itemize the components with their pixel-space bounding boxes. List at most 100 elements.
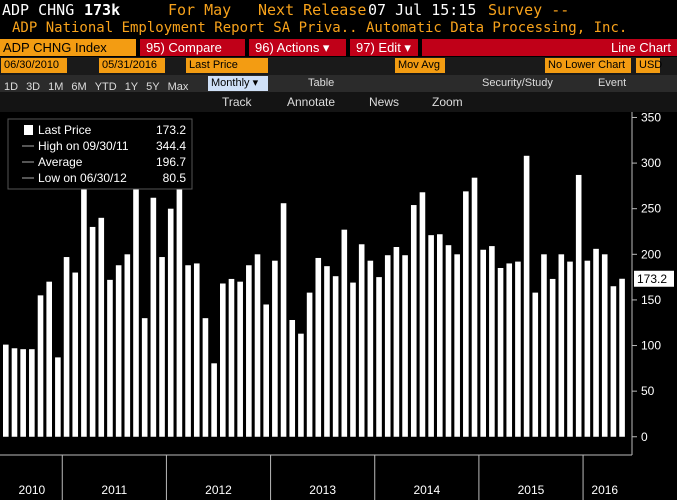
bar — [246, 265, 252, 437]
bar — [367, 260, 374, 437]
bar — [176, 172, 183, 437]
bar — [445, 245, 452, 437]
range-button[interactable]: YTD — [94, 81, 117, 93]
legend-value: 344.4 — [156, 139, 186, 153]
security-field[interactable]: ADP CHNG Index — [0, 39, 136, 56]
bar — [358, 244, 365, 437]
bar — [584, 260, 591, 437]
chart-type-button[interactable]: Line Chart — [422, 39, 677, 56]
bar — [228, 278, 235, 437]
range-button[interactable]: 1D — [4, 81, 19, 93]
security-study-button[interactable]: Security/Study — [482, 77, 553, 89]
bar — [619, 278, 625, 437]
track-button[interactable]: Track — [222, 95, 252, 109]
toolbar-3: 1D 3D 1M 6M YTD 1Y 5Y Max Monthly ▾ Table Secur… — [0, 75, 677, 93]
bar — [419, 192, 426, 437]
range-button[interactable]: 1Y — [124, 81, 139, 93]
bar — [384, 255, 391, 437]
y-tick-label: 0 — [641, 430, 648, 444]
bar — [506, 263, 513, 437]
x-tick-label: 2013 — [309, 483, 336, 497]
description: ADP National Employment Report SA Priva.… — [12, 20, 628, 36]
y-tick-label: 100 — [641, 339, 661, 353]
bar — [150, 197, 157, 437]
legend-box — [7, 118, 193, 190]
lower-chart-select[interactable]: No Lower Chart — [545, 58, 631, 73]
period-select[interactable]: Monthly ▾ — [208, 76, 268, 91]
bar — [193, 263, 200, 437]
bar — [567, 261, 573, 437]
range-button[interactable]: 6M — [71, 81, 87, 93]
y-tick-label: 150 — [641, 293, 661, 307]
bar — [11, 348, 18, 437]
bar — [298, 333, 304, 437]
bar — [410, 205, 417, 437]
for-label: For May — [168, 1, 232, 19]
edit-button[interactable]: 97) Edit ▾ — [350, 39, 418, 56]
range-button[interactable]: Max — [167, 81, 189, 93]
description-bar: ADP National Employment Report SA Priva.… — [0, 19, 677, 38]
bar — [98, 217, 105, 437]
bar — [133, 122, 139, 437]
legend-label: High on 09/30/11 — [38, 139, 129, 153]
bar — [141, 318, 148, 437]
bar — [202, 318, 209, 437]
bar — [463, 191, 469, 437]
y-tick-label: 300 — [641, 156, 661, 170]
y-tick-label: 250 — [641, 202, 661, 216]
news-button[interactable]: News — [369, 95, 400, 109]
bar — [515, 261, 521, 437]
actions-button[interactable]: 96) Actions ▾ — [249, 39, 346, 56]
table-button[interactable]: Table — [308, 77, 335, 89]
release-time: 07 Jul 15:15 — [368, 1, 477, 19]
bar — [402, 255, 408, 437]
bar — [315, 257, 322, 437]
ticker-value: 173k — [84, 1, 121, 19]
bar — [220, 283, 226, 437]
field-select[interactable]: Last Price — [186, 58, 268, 73]
bar — [480, 249, 486, 437]
range-button[interactable]: 3D — [26, 81, 41, 93]
legend-value: 80.5 — [163, 171, 187, 185]
legend-value: 196.7 — [156, 155, 186, 169]
bar — [593, 248, 599, 437]
bar — [428, 235, 434, 437]
zoom-button[interactable]: Zoom — [432, 95, 463, 109]
bar — [81, 178, 87, 437]
survey: Survey -- — [488, 1, 570, 19]
legend-value: 173.2 — [156, 123, 186, 137]
currency-select[interactable]: USD — [636, 58, 662, 73]
bar — [341, 229, 348, 437]
x-tick-label: 2010 — [19, 483, 46, 497]
bar — [20, 349, 26, 437]
start-date[interactable]: 06/30/2010 — [1, 58, 67, 73]
bar — [393, 247, 400, 437]
compare-button[interactable]: 95) Compare — [140, 39, 245, 56]
toolbar-1: ADP CHNG Index 95) Compare 96) Actions ▾… — [0, 38, 677, 57]
bar — [289, 319, 296, 437]
last-value-label: 173.2 — [637, 272, 667, 286]
bar — [124, 254, 131, 437]
bar — [324, 266, 330, 437]
study-select[interactable]: Mov Avg — [395, 58, 445, 73]
bar — [3, 344, 9, 437]
range-button[interactable]: 5Y — [146, 81, 160, 93]
chart: 0 50 100 150 200 250 300 350 2010 2011 2012 2013 201… — [0, 112, 674, 500]
event-button[interactable]: Event — [598, 77, 627, 89]
bar — [254, 254, 261, 437]
bar — [350, 282, 356, 437]
bar — [263, 304, 269, 437]
bar — [280, 203, 287, 437]
bar — [497, 267, 504, 437]
bar — [601, 254, 608, 437]
bar — [541, 254, 547, 437]
y-tick-label: 350 — [641, 112, 661, 124]
next-release: Next Release — [258, 1, 367, 19]
y-tick-label: 50 — [641, 384, 655, 398]
end-date[interactable]: 05/31/2016 — [99, 58, 165, 73]
legend-label: Low on 06/30/12 — [38, 171, 127, 185]
annotate-button[interactable]: Annotate — [287, 95, 336, 109]
legend-swatch — [24, 125, 33, 135]
range-button[interactable]: 1M — [48, 81, 64, 93]
